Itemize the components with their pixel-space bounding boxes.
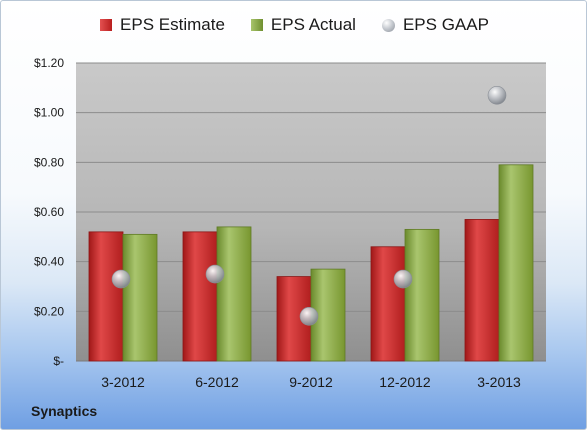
legend: EPS Estimate EPS Actual EPS GAAP — [1, 15, 586, 35]
bar-eps-actual — [216, 226, 252, 362]
marker-eps-gaap — [487, 85, 507, 105]
y-tick-label: $1.00 — [34, 106, 64, 120]
x-tick-label: 3-2013 — [477, 374, 521, 390]
marker-eps-gaap — [299, 306, 319, 326]
y-tick-label: $0.80 — [34, 155, 64, 169]
bar-eps-estimate — [182, 231, 218, 362]
legend-label-actual: EPS Actual — [270, 15, 356, 34]
bars — [88, 164, 534, 362]
bar-eps-actual — [498, 164, 534, 362]
y-tick-label: $0.20 — [34, 304, 64, 318]
legend-item-actual: EPS Actual — [250, 15, 356, 35]
x-tick-label: 12-2012 — [379, 374, 431, 390]
marker-eps-gaap — [205, 264, 225, 284]
x-tick-label: 6-2012 — [195, 374, 239, 390]
x-axis: 3-2012 6-2012 9-2012 12-2012 3-2013 — [101, 374, 521, 390]
y-tick-label: $0.60 — [34, 205, 64, 219]
bar-eps-estimate — [370, 246, 406, 362]
legend-item-gaap: EPS GAAP — [381, 15, 489, 35]
legend-item-estimate: EPS Estimate — [100, 15, 225, 35]
bar-eps-actual — [122, 233, 158, 362]
bar-eps-actual — [404, 228, 440, 362]
bar-eps-estimate — [464, 219, 500, 362]
legend-label-gaap: EPS GAAP — [402, 15, 489, 34]
company-name: Synaptics — [31, 403, 98, 419]
x-tick-label: 3-2012 — [101, 374, 145, 390]
bar-eps-estimate — [88, 231, 124, 362]
y-tick-label: $- — [53, 354, 64, 368]
legend-swatch-estimate — [100, 19, 113, 31]
y-tick-label: $1.20 — [34, 56, 64, 70]
marker-eps-gaap — [111, 269, 131, 289]
y-axis: $- $0.20 $0.40 $0.60 $0.80 $1.00 $1.20 — [34, 56, 64, 368]
legend-swatch-gaap — [381, 18, 395, 32]
marker-eps-gaap — [393, 269, 413, 289]
legend-label-estimate: EPS Estimate — [120, 15, 225, 34]
x-tick-label: 9-2012 — [289, 374, 333, 390]
gaap-markers — [111, 85, 507, 326]
legend-swatch-actual — [250, 19, 263, 31]
y-tick-label: $0.40 — [34, 255, 64, 269]
